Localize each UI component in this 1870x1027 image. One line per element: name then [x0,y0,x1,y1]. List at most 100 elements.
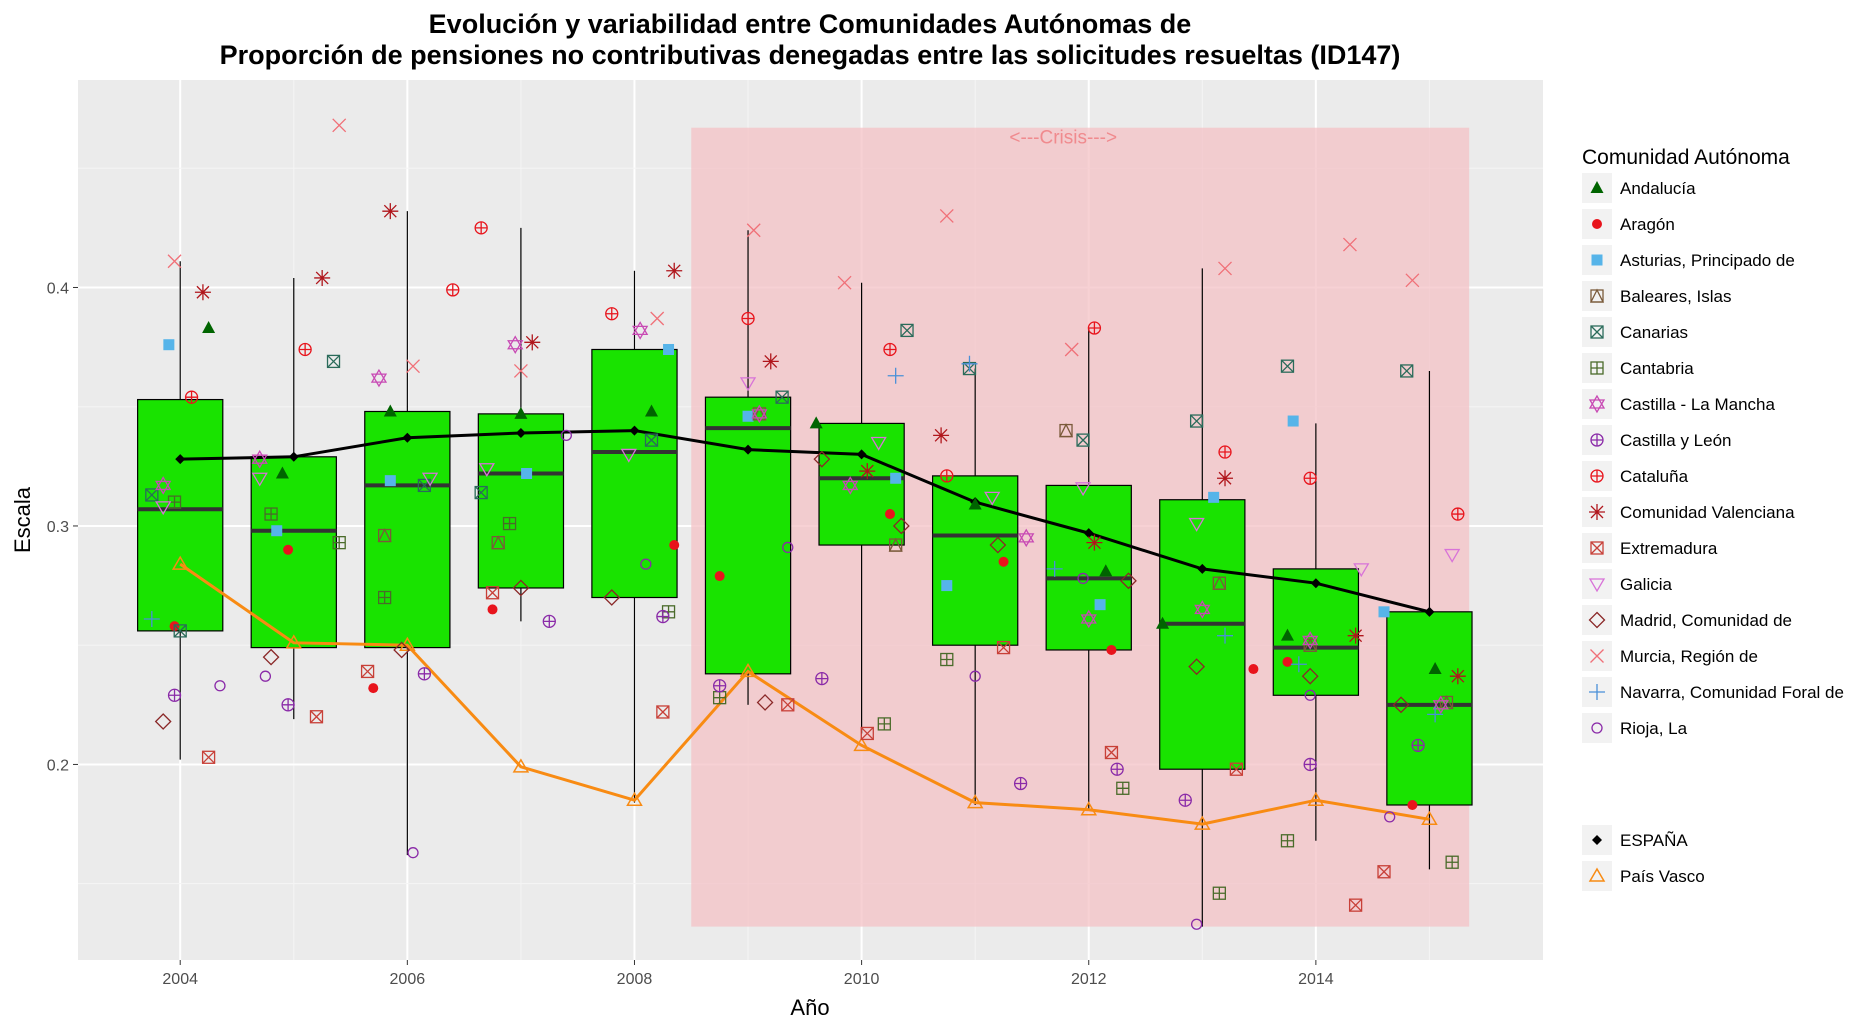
marker-triangle [1156,616,1170,629]
series-point [966,794,984,809]
marker-x [406,359,420,374]
marker-inner-plus [1591,362,1603,374]
marker-inner-plus [543,615,556,628]
legend-marker [1592,219,1602,229]
marker-inner-plus [713,679,726,692]
point-circle-open [407,847,419,859]
point-star-david [842,476,859,495]
legend-label: Navarra, Comunidad Foral de [1620,683,1844,702]
point-square-x [860,726,874,741]
point-square-x [474,485,488,500]
point-diamond [813,450,831,468]
series-point [175,454,186,465]
marker-triangle-down [620,448,637,463]
point-circle-open [259,670,272,682]
marker-plus [1589,684,1605,700]
marker-asterisk [194,284,211,301]
point-triangle [1280,628,1294,641]
series-point [1080,801,1098,816]
point-triangle [968,497,982,510]
point-star-david [370,368,388,388]
point-triangle-down [1074,482,1092,497]
marker-square [201,750,216,764]
point-circle-plus [1218,445,1232,459]
point-square-x [1280,359,1295,373]
marker-square-filled [521,467,533,479]
marker-diamond [1188,658,1206,676]
box-2010 [818,282,905,734]
point-circle [487,604,498,615]
marker-triangle [645,404,659,417]
marker-triangle [1428,662,1442,675]
legend-label: Murcia, Región de [1620,647,1758,666]
point-square-x [781,698,795,712]
marker-inner-plus [878,717,891,730]
point-asterisk [314,269,331,286]
point-star-david [632,321,649,340]
series-point [402,432,413,443]
marker-circle-open [782,541,794,554]
point-diamond [1301,667,1319,685]
point-circle [669,540,680,551]
point-square-x [1104,745,1119,760]
marker-inner-x [645,433,658,447]
point-star-david [1080,609,1097,629]
box-layer [137,211,1473,927]
series-line [180,429,1430,614]
legend-label: Castilla y León [1620,431,1732,450]
marker-circle [368,683,379,694]
box-body [1386,611,1473,806]
marker-triangle-down [251,472,268,487]
marker-asterisk [382,203,399,220]
legend-marker [1590,433,1604,447]
marker-inner-x [1377,865,1391,879]
point-square-x [173,624,187,638]
point-asterisk [1217,470,1234,487]
point-square [1094,599,1106,611]
point-square [742,410,754,422]
series-point [1193,815,1211,830]
point-asterisk [524,334,541,351]
legend-marker [1590,181,1604,193]
marker-circle [1282,656,1293,667]
marker-circle [714,571,725,582]
marker-x [167,254,182,269]
point-plus [1290,656,1307,673]
marker-triangle-down [1074,482,1092,497]
point-circle-open [1384,811,1396,823]
point-square [890,472,902,484]
marker-diamond [1120,572,1137,590]
marker-square [145,488,159,502]
marker-inner-x [900,323,914,337]
legend-marker [1589,684,1605,700]
marker-triangle-down [984,491,1001,506]
x-tick-label: 2006 [390,971,426,988]
marker-inner-plus [1304,758,1317,771]
marker-x [1218,261,1232,276]
marker-asterisk [666,262,683,279]
point-circle-plus [656,609,670,624]
point-square [163,339,175,351]
marker-triangle-up [1302,631,1319,646]
point-triangle [1156,616,1170,629]
marker-triangle [383,404,397,417]
marker-inner-x [860,726,874,740]
box-body [477,413,565,589]
marker-triangle-down [632,325,649,340]
marker-square [656,705,670,719]
marker-inner-plus [1088,322,1101,335]
marker-triangle [514,406,528,419]
point-square-plus [877,717,891,731]
marker-square [860,726,874,741]
marker-inner-plus [446,283,459,296]
marker-circle-open [640,558,652,570]
marker-triangle-down [155,501,172,516]
point-square-x [1229,762,1244,776]
marker-inner-triangle [1058,423,1074,438]
point-circle [884,509,895,520]
point-diamond [262,648,280,666]
point-square-x [360,664,375,679]
marker-plus [961,355,978,372]
